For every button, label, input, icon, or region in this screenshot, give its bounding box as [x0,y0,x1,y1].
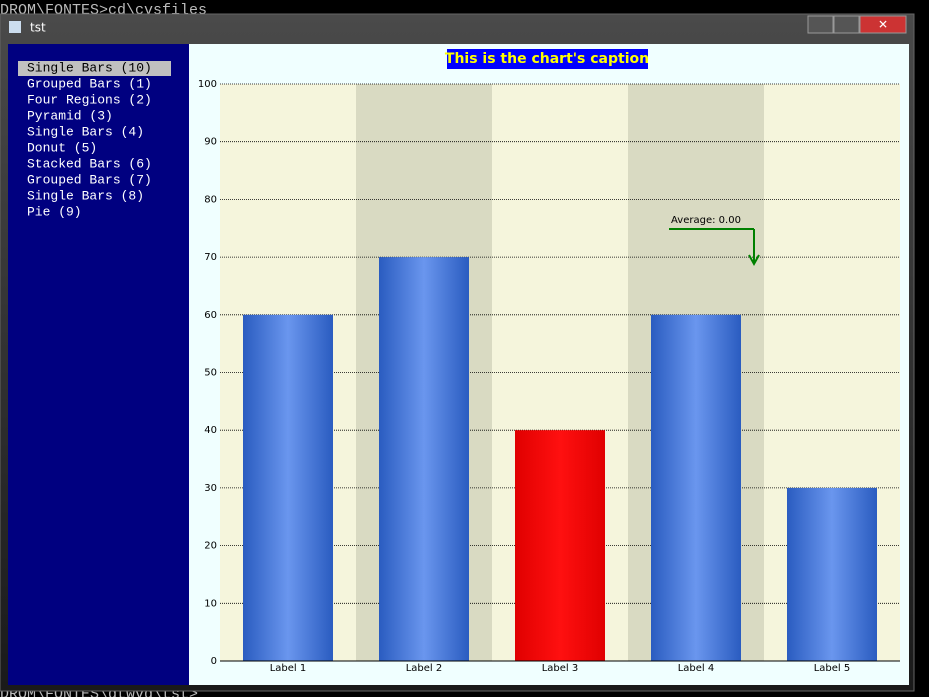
y-tick-label: 90 [204,137,217,148]
y-tick-label: 10 [204,598,217,609]
x-tick-label: Label 2 [406,663,443,674]
maximize-button[interactable] [833,15,860,34]
bar [651,314,741,661]
menu-item[interactable]: Pie (9) [27,204,82,219]
y-tick-label: 40 [204,425,217,436]
close-button[interactable] [859,15,907,34]
y-tick-label: 30 [204,483,217,494]
bar [243,314,333,661]
menu-item[interactable]: Grouped Bars (1) [27,76,152,91]
y-tick-label: 0 [211,656,217,667]
y-tick-label: 80 [204,194,217,205]
bar [515,430,605,661]
y-tick-label: 100 [198,79,217,90]
annotation: Average: 0.00 [671,215,741,226]
chart-title: This is the chart's caption [445,51,649,67]
plot: 0 10 20 30 40 50 60 70 80 90 100 Label 1 Label 2 Labe… [198,79,900,674]
x-tick-label: Label 3 [542,663,579,674]
bar [787,487,877,661]
y-tick-label: 50 [204,368,217,379]
menu-highlight [18,61,171,76]
menu-item[interactable]: Stacked Bars (6) [27,156,152,171]
close-icon: ✕ [878,18,888,32]
window-title: tst [30,21,46,35]
x-tick-label: Label 1 [270,663,307,674]
menu-item[interactable]: Single Bars (10) [27,60,152,75]
bar [379,257,469,661]
window-icon [9,21,21,33]
y-tick-label: 20 [204,541,217,552]
y-tick-label: 60 [204,310,217,321]
menu-item[interactable]: Donut (5) [27,140,97,155]
minimize-button[interactable] [807,15,834,34]
annotation-arrowhead [748,254,760,267]
x-tick-label: Label 5 [814,663,851,674]
y-tick-label: 70 [204,252,217,263]
menu-item[interactable]: Pyramid (3) [27,108,113,123]
menu-item[interactable]: Single Bars (4) [27,124,144,139]
menu-panel [8,44,189,685]
menu-item[interactable]: Four Regions (2) [27,92,152,107]
caption-box [447,49,648,69]
menu-item[interactable]: Single Bars (8) [27,188,144,203]
x-tick-label: Label 4 [678,663,715,674]
menu-item[interactable]: Grouped Bars (7) [27,172,152,187]
